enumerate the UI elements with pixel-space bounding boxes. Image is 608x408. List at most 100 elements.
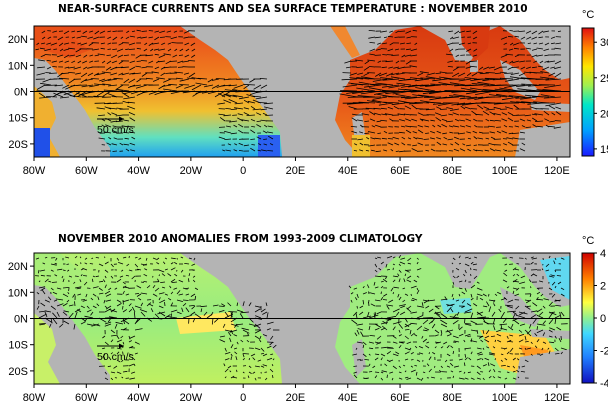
current-vector: [516, 101, 532, 104]
current-vector: [246, 114, 256, 116]
current-vector: [368, 325, 371, 331]
current-vector: [535, 78, 550, 80]
current-vector: [240, 339, 244, 343]
current-vector: [464, 323, 472, 325]
current-vector: [84, 257, 88, 260]
current-vector: [490, 335, 496, 337]
current-vector: [41, 36, 46, 40]
current-vector: [152, 78, 160, 82]
current-vector: [68, 275, 73, 278]
current-vector: [369, 118, 376, 122]
current-vector: [519, 311, 526, 316]
current-vector: [104, 305, 108, 309]
current-vector: [250, 119, 256, 122]
current-vector: [414, 334, 418, 337]
current-vector: [229, 329, 238, 333]
current-vector: [267, 150, 274, 152]
current-vector: [162, 261, 166, 265]
current-vector: [497, 376, 502, 379]
current-vector: [86, 323, 93, 326]
current-vector: [500, 353, 504, 356]
colorbar-tick-label: 4: [600, 248, 606, 260]
current-vector: [90, 311, 94, 316]
current-vector: [110, 377, 114, 381]
current-vector: [121, 72, 130, 76]
x-axis: 80W 60W 40W 20W 0 20E 40E 60E 80E 100E 120E: [23, 384, 570, 404]
current-vector: [102, 83, 112, 86]
current-vector: [55, 298, 64, 301]
current-vector: [390, 287, 394, 292]
colorbar: °C 420-2-4: [581, 235, 608, 390]
current-vector: [507, 141, 514, 146]
current-vector: [80, 268, 84, 271]
current-vector: [107, 78, 118, 81]
current-vector: [116, 278, 122, 283]
current-vector: [158, 269, 165, 273]
current-vector: [186, 77, 196, 80]
current-vector: [375, 48, 382, 51]
current-vector: [252, 108, 262, 111]
current-vector: [533, 273, 538, 277]
current-vector: [458, 255, 461, 259]
current-vector: [385, 263, 388, 268]
current-vector: [489, 111, 496, 116]
current-vector: [39, 323, 46, 326]
current-vector: [237, 113, 244, 116]
current-vector: [52, 30, 58, 33]
current-vector: [150, 308, 154, 313]
current-vector: [107, 42, 112, 45]
current-vector: [416, 289, 420, 295]
current-vector: [256, 124, 262, 128]
current-vector: [538, 30, 544, 35]
current-vector: [178, 293, 184, 296]
current-vector: [157, 278, 160, 283]
current-vector: [455, 299, 460, 302]
current-vector: [230, 311, 233, 319]
current-vector: [531, 96, 550, 98]
current-vector: [383, 101, 400, 104]
current-vector: [438, 102, 454, 106]
current-vector: [62, 278, 65, 283]
current-vector: [264, 106, 274, 110]
current-vector: [68, 47, 76, 50]
current-vector: [440, 346, 444, 349]
current-vector: [396, 72, 406, 75]
current-vector: [492, 78, 508, 81]
x-tick-label: 40W: [127, 392, 150, 404]
current-vector: [185, 293, 190, 296]
current-vector: [141, 66, 148, 69]
current-vector: [356, 341, 363, 344]
current-vector: [116, 48, 124, 52]
current-vector: [425, 305, 430, 309]
current-vector: [512, 365, 516, 369]
current-vector: [520, 36, 526, 40]
current-vector: [367, 100, 382, 104]
current-vector: [404, 54, 412, 57]
current-vector: [118, 262, 124, 265]
current-vector: [506, 365, 510, 368]
current-vector: [254, 329, 262, 334]
current-vector: [419, 84, 436, 87]
current-vector: [508, 48, 514, 51]
current-vector: [399, 42, 406, 45]
current-vector: [71, 60, 76, 64]
current-vector: [401, 125, 406, 128]
current-vector: [400, 305, 406, 309]
current-vector: [554, 299, 562, 302]
current-vector: [234, 102, 244, 105]
current-vector: [108, 137, 112, 140]
current-vector: [452, 297, 454, 301]
current-vector: [529, 323, 532, 329]
current-vector: [500, 347, 505, 349]
current-vector: [398, 334, 402, 337]
current-vector: [266, 328, 271, 331]
current-vector: [104, 308, 112, 313]
current-vector: [407, 262, 412, 265]
current-vector: [518, 329, 523, 333]
reference-vector-label: 50 cm/s: [97, 124, 134, 136]
current-vector: [386, 315, 397, 319]
current-vector: [240, 311, 250, 314]
current-vector: [459, 119, 466, 122]
cold-water-patch: [34, 128, 50, 157]
current-vector: [524, 359, 529, 363]
